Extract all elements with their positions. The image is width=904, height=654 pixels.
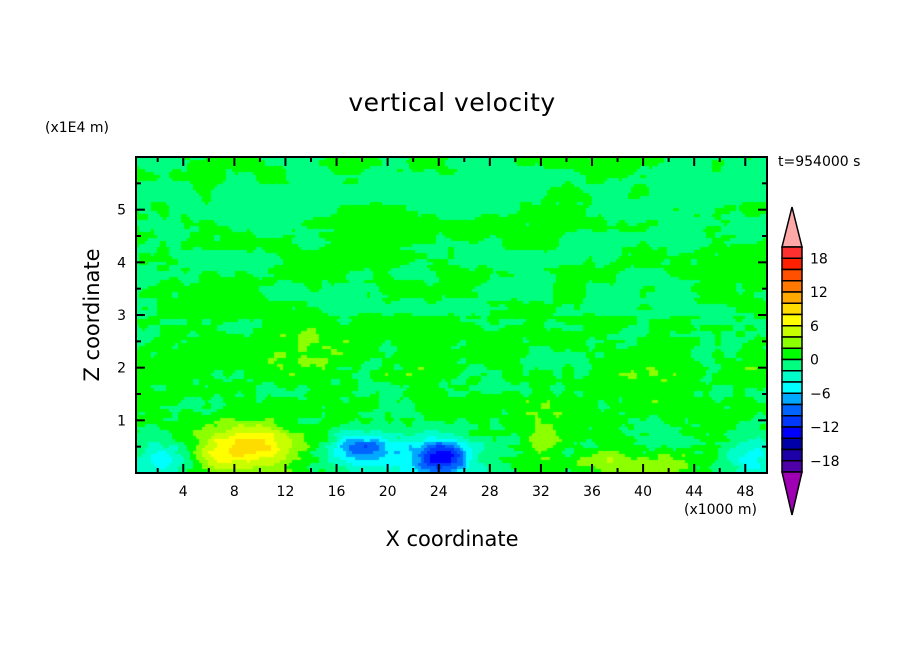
colorbar-box	[781, 426, 803, 439]
colorbar-box	[781, 246, 803, 259]
x-tick-label: 28	[481, 484, 499, 500]
y-tick-label: 3	[117, 308, 126, 324]
x-tick-label: 16	[328, 484, 346, 500]
colorbar-box	[781, 358, 803, 372]
colorbar-box	[781, 460, 803, 473]
colorbar-tick-label: 12	[810, 285, 828, 301]
contour-field	[136, 157, 767, 473]
x-tick-label: 48	[736, 484, 754, 500]
x-axis-label: X coordinate	[385, 527, 519, 551]
x-tick-label: 4	[179, 484, 188, 500]
plot-frame	[135, 156, 768, 474]
colorbar-over-arrow	[781, 206, 803, 248]
colorbar-box	[781, 325, 803, 338]
y-tick-label: 5	[117, 203, 126, 219]
y-axis-unit: (x1E4 m)	[45, 120, 109, 136]
colorbar-box	[781, 347, 803, 361]
colorbar-box	[781, 392, 803, 406]
colorbar-under-arrow	[781, 471, 803, 516]
colorbar-box	[781, 415, 803, 428]
colorbar-box	[781, 381, 803, 394]
colorbar-tick-label: 18	[810, 251, 828, 267]
colorbar-box	[781, 336, 803, 349]
y-tick-label: 1	[117, 413, 126, 429]
x-tick-label: 44	[685, 484, 703, 500]
time-label: t=954000 s	[778, 154, 861, 170]
x-axis-unit: (x1000 m)	[684, 502, 757, 518]
colorbar-box	[781, 257, 803, 271]
colorbar-box	[781, 302, 803, 316]
colorbar-tick-label: 0	[810, 353, 819, 369]
colorbar-tick-label: −6	[810, 386, 831, 402]
colorbar-box	[781, 403, 803, 417]
x-tick-label: 24	[430, 484, 448, 500]
x-tick-label: 8	[230, 484, 239, 500]
y-tick-label: 4	[117, 255, 126, 271]
x-tick-label: 36	[583, 484, 601, 500]
colorbar-box	[781, 268, 803, 282]
colorbar-tick-label: −18	[810, 454, 840, 470]
colorbar-box	[781, 291, 803, 304]
chart-title: vertical velocity	[348, 88, 556, 117]
colorbar-box	[781, 313, 803, 327]
colorbar-tick-label: 6	[810, 319, 819, 335]
colorbar-box	[781, 370, 803, 383]
x-tick-label: 20	[379, 484, 397, 500]
colorbar-box	[781, 448, 803, 462]
colorbar-tick-label: −12	[810, 420, 840, 436]
colorbar-box	[781, 437, 803, 451]
x-tick-label: 32	[532, 484, 550, 500]
x-tick-label: 40	[634, 484, 652, 500]
y-tick-label: 2	[117, 361, 126, 377]
x-tick-label: 12	[277, 484, 295, 500]
colorbar-box	[781, 280, 803, 293]
